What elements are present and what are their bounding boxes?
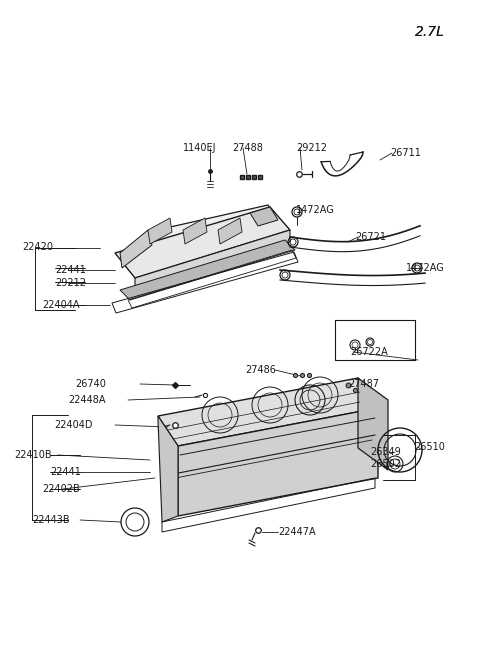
- Text: 1472AG: 1472AG: [296, 205, 335, 215]
- Text: 22420: 22420: [22, 242, 53, 252]
- Text: 22404A: 22404A: [42, 300, 80, 310]
- Polygon shape: [120, 230, 152, 268]
- Text: 29212: 29212: [296, 143, 327, 153]
- Text: 1140EJ: 1140EJ: [183, 143, 216, 153]
- Text: 2.7L: 2.7L: [415, 25, 445, 39]
- Text: 27488: 27488: [232, 143, 263, 153]
- Text: 29212: 29212: [55, 278, 86, 288]
- Polygon shape: [148, 218, 172, 244]
- Text: 22441: 22441: [55, 265, 86, 275]
- Text: 22402B: 22402B: [42, 484, 80, 494]
- Text: 22448A: 22448A: [68, 395, 106, 405]
- Polygon shape: [135, 230, 290, 290]
- Text: 27487: 27487: [348, 379, 379, 389]
- Text: 22410B: 22410B: [14, 450, 52, 460]
- Text: 26721: 26721: [355, 232, 386, 242]
- Text: 26740: 26740: [75, 379, 106, 389]
- Polygon shape: [158, 378, 378, 446]
- Polygon shape: [148, 205, 285, 255]
- Text: 26711: 26711: [390, 148, 421, 158]
- Text: 22443B: 22443B: [32, 515, 70, 525]
- Text: 22447A: 22447A: [278, 527, 316, 537]
- Polygon shape: [250, 207, 278, 226]
- Polygon shape: [358, 378, 388, 470]
- Polygon shape: [120, 240, 295, 300]
- Text: 26349: 26349: [370, 447, 401, 457]
- Text: 22441: 22441: [50, 467, 81, 477]
- Polygon shape: [115, 207, 290, 278]
- Text: 1472AG: 1472AG: [406, 263, 445, 273]
- Text: 26722A: 26722A: [350, 347, 388, 357]
- Text: 2.7L: 2.7L: [415, 25, 445, 39]
- Polygon shape: [183, 218, 207, 244]
- Text: 26510: 26510: [414, 442, 445, 452]
- Text: 26502: 26502: [370, 459, 401, 469]
- Text: 22404D: 22404D: [54, 420, 93, 430]
- Polygon shape: [178, 408, 378, 516]
- Polygon shape: [158, 416, 178, 522]
- Polygon shape: [218, 218, 242, 244]
- Text: 27486: 27486: [245, 365, 276, 375]
